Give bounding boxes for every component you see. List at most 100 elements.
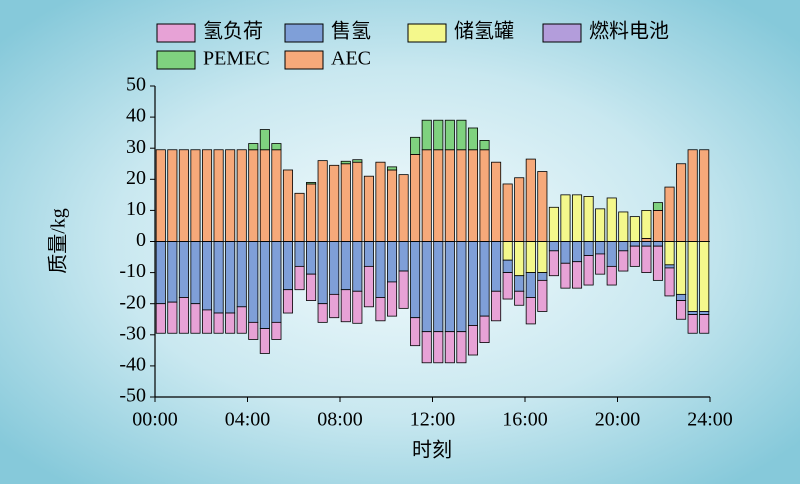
bar-segment — [502, 272, 513, 300]
bar-segment — [537, 171, 548, 242]
legend-label: 储氢罐 — [454, 20, 514, 43]
bar-segment — [190, 303, 201, 334]
bar-segment — [479, 149, 490, 242]
bar-segment — [213, 149, 224, 242]
bar-segment — [583, 241, 594, 256]
bar-segment — [398, 270, 409, 309]
bar-segment — [583, 196, 594, 242]
bar-segment — [410, 241, 421, 319]
bar-segment — [155, 149, 166, 242]
bar-segment — [202, 309, 213, 334]
bar-segment — [178, 297, 189, 334]
bar-segment — [421, 119, 432, 151]
bar-segment — [306, 273, 317, 301]
bar-segment — [363, 265, 374, 308]
bar-segment — [699, 149, 710, 242]
bar-segment — [606, 197, 617, 242]
bar-segment — [652, 209, 663, 242]
bar-segment — [167, 301, 178, 334]
bar-segment — [467, 149, 478, 242]
bar-segment — [271, 143, 282, 151]
bar-segment — [537, 241, 548, 274]
bar-segment — [340, 160, 351, 165]
bar-segment — [306, 241, 317, 275]
y-tick-label: -10 — [119, 260, 146, 282]
bar-segment — [548, 250, 559, 277]
legend-swatch — [284, 23, 324, 43]
legend-label: 燃料电池 — [589, 20, 669, 43]
bar-segment — [560, 262, 571, 289]
bar-segment — [271, 321, 282, 340]
y-tick-label: 50 — [126, 74, 146, 96]
bar-segment — [652, 245, 663, 281]
y-tick-label: 20 — [126, 167, 146, 189]
bar-segment — [248, 241, 259, 323]
bar-segment — [410, 136, 421, 155]
bar-segment — [329, 241, 340, 295]
bar-segment — [352, 159, 363, 163]
bar-segment — [606, 265, 617, 286]
bar-segment — [317, 241, 328, 305]
legend-label: AEC — [331, 48, 371, 70]
bar-segment — [433, 241, 444, 333]
bar-segment — [387, 281, 398, 317]
bar-segment — [352, 241, 363, 292]
bar-segment — [467, 241, 478, 326]
y-tick-label: 30 — [126, 136, 146, 158]
bar-segment — [294, 241, 305, 267]
bar-segment — [618, 211, 629, 242]
bar-segment — [618, 241, 629, 252]
legend-swatch — [542, 23, 582, 43]
bar-segment — [259, 129, 270, 151]
legend-swatch — [156, 50, 196, 70]
bar-segment — [178, 149, 189, 242]
bar-segment — [514, 241, 525, 277]
bar-segment — [664, 267, 675, 297]
bar-segment — [629, 241, 640, 247]
bar-segment — [387, 241, 398, 283]
bar-segment — [664, 241, 675, 266]
bar-segment — [687, 149, 698, 242]
bar-segment — [595, 208, 606, 242]
bar-segment — [467, 127, 478, 151]
bar-segment — [583, 255, 594, 286]
bar-segment — [236, 241, 247, 308]
bar-segment — [363, 241, 374, 267]
legend-swatch — [284, 50, 324, 70]
bar-segment — [595, 253, 606, 275]
bar-segment — [375, 241, 386, 298]
bar-segment — [282, 241, 293, 291]
bar-segment — [317, 303, 328, 323]
bar-segment — [225, 149, 236, 242]
bar-segment — [444, 119, 455, 151]
legend-label: 售氢 — [331, 20, 371, 43]
bar-segment — [306, 182, 317, 185]
bar-segment — [387, 169, 398, 242]
x-tick-label: 00:00 — [132, 409, 178, 431]
y-tick-label: -50 — [119, 385, 146, 407]
bar-segment — [271, 149, 282, 242]
bar-segment — [641, 237, 652, 242]
y-tick-label: -40 — [119, 353, 146, 375]
bar-segment — [641, 209, 652, 239]
bar-segment — [548, 206, 559, 242]
bar-segment — [236, 306, 247, 334]
bar-segment — [456, 119, 467, 151]
x-tick-label: 16:00 — [502, 409, 548, 431]
bar-segment — [421, 331, 432, 364]
bar-segment — [375, 297, 386, 322]
bar-segment — [259, 328, 270, 354]
x-tick-label: 24:00 — [687, 409, 733, 431]
bar-segment — [421, 241, 432, 333]
bar-segment — [444, 331, 455, 364]
bar-segment — [664, 264, 675, 269]
bar-segment — [202, 241, 213, 311]
y-tick-label: 10 — [126, 198, 146, 220]
bar-segment — [167, 149, 178, 242]
bar-segment — [259, 149, 270, 242]
bar-segment — [340, 289, 351, 323]
bar-segment — [676, 300, 687, 320]
bar-segment — [248, 149, 259, 242]
bar-segment — [225, 312, 236, 334]
